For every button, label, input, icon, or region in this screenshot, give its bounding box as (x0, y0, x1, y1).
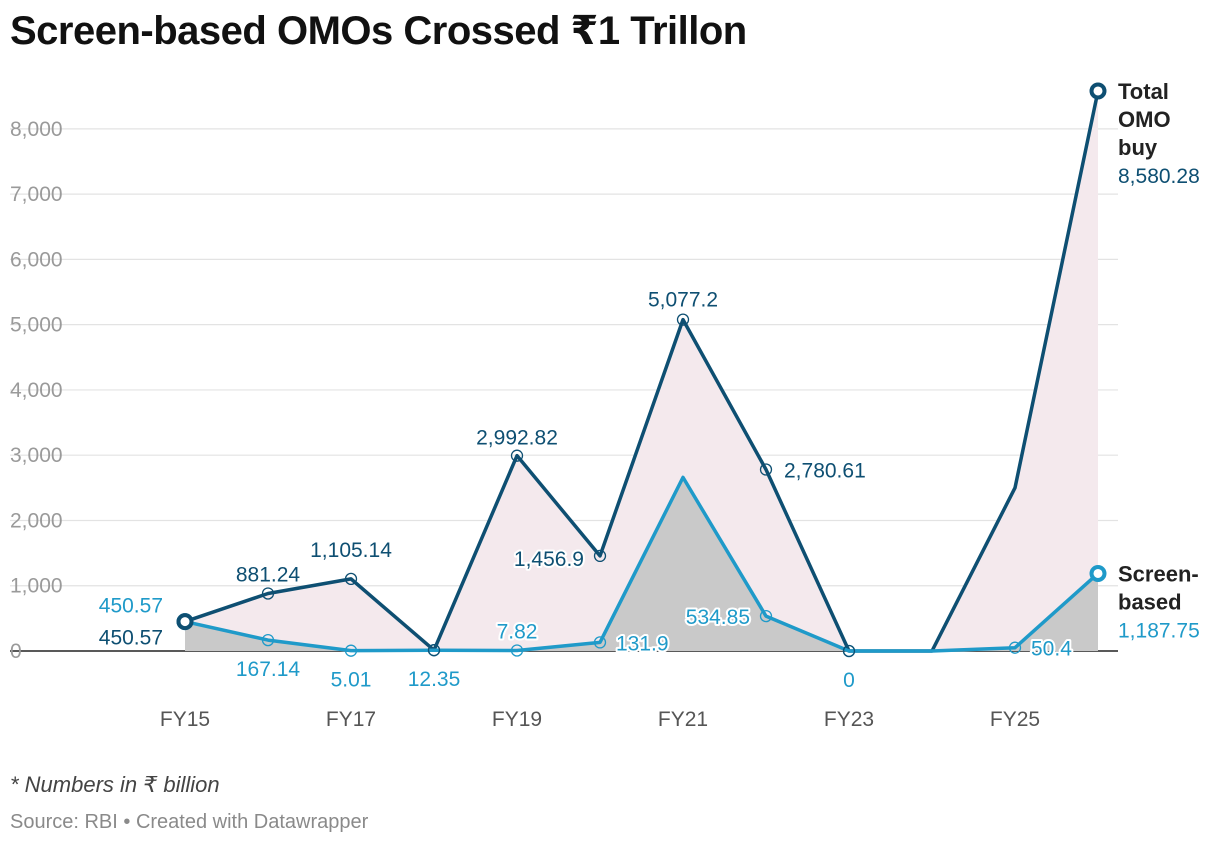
screen-point-1 (261, 633, 275, 647)
chart-title: Screen-based OMOs Crossed ₹1 Trillon (10, 9, 747, 53)
screen-point-5 (593, 636, 607, 649)
screen-label-FY18: 12.35 (408, 668, 461, 691)
area-fills (185, 90, 1098, 651)
y-tick-label: 5,000 (10, 314, 63, 337)
point-markers (176, 82, 1107, 658)
total-point-3 (427, 644, 441, 657)
total-label-FY15: 450.57 (99, 627, 163, 650)
series-lines (184, 90, 1100, 653)
line-area-chart: 450.57 881.24 1,105.14 2,992.82 1,456.9 5,077… (10, 79, 1202, 731)
total-point-2 (344, 572, 358, 586)
x-tick-label: FY15 (160, 708, 210, 731)
series-name-labels: Total OMO buy Screen-based (1118, 79, 1199, 614)
total-point-4 (510, 449, 524, 462)
total-point-8 (842, 644, 856, 658)
total-label-FY20: 1,456.9 (514, 548, 584, 571)
y-tick-label: 0 (10, 640, 22, 663)
x-tick-label: FY17 (326, 708, 376, 731)
y-tick-label: 8,000 (10, 118, 63, 141)
screen-label-FY20: 131.9 (616, 632, 669, 655)
x-tick-label: FY19 (492, 708, 542, 731)
screen-endpoint-11 (1089, 564, 1107, 582)
total-label-FY16: 881.24 (236, 563, 301, 586)
screen-label-FY15: 450.57 (99, 595, 163, 618)
y-tick-label: 1,000 (10, 575, 63, 598)
axis-labels: 0 1,000 2,000 3,000 4,000 5,000 6,000 7,000 8,00… (10, 118, 1040, 731)
y-tick-label: 2,000 (10, 509, 63, 532)
screen-based-line (184, 475, 1100, 653)
total-series-name: Total (1118, 79, 1169, 104)
y-tick-label: 3,000 (10, 444, 63, 467)
total-endpoint-11 (1089, 82, 1107, 100)
source-credit: Source: RBI • Created with Datawrapper (10, 811, 369, 833)
total-point-6 (676, 313, 690, 326)
data-labels: 450.57 881.24 1,105.14 2,992.82 1,456.9 5,077… (97, 163, 1202, 694)
screen-point-4 (510, 644, 524, 657)
screen-label-FY25: 50.4 (1031, 638, 1072, 661)
y-tick-label: 4,000 (10, 379, 63, 402)
total-endpoint-0 (176, 613, 194, 631)
screen-area-fill (185, 477, 1098, 651)
screen-label-FY23: 0 (843, 669, 855, 692)
x-tick-label: FY25 (990, 708, 1040, 731)
screen-series-name: Screen- (1118, 561, 1199, 586)
screen-series-name: based (1118, 589, 1182, 614)
total-label-FY19: 2,992.82 (476, 427, 558, 450)
total-point-5 (593, 549, 607, 563)
footnote: * Numbers in ₹ billion (10, 772, 220, 797)
total-omo-line (184, 90, 1100, 653)
y-tick-label: 7,000 (10, 183, 63, 206)
total-label-FY22: 2,780.61 (784, 460, 866, 483)
total-label-FY17: 1,105.14 (310, 539, 392, 562)
total-point-1 (261, 587, 275, 600)
total-label-FY26: 8,580.28 (1118, 165, 1200, 188)
screen-point-2 (344, 644, 358, 657)
screen-label-FY22: 534.85 (686, 606, 750, 629)
total-point-7 (759, 463, 773, 476)
screen-point-7 (759, 609, 773, 623)
total-series-name: buy (1118, 135, 1158, 160)
screen-label-FY26: 1,187.75 (1118, 619, 1200, 642)
screen-label-FY19: 7.82 (497, 620, 538, 643)
screen-point-10 (1008, 641, 1022, 654)
screen-label-FY17: 5.01 (331, 669, 372, 692)
x-tick-label: FY23 (824, 708, 874, 731)
y-tick-label: 6,000 (10, 248, 63, 271)
screen-label-FY16: 167.14 (236, 658, 301, 681)
total-area-fill (185, 90, 1098, 651)
x-tick-label: FY21 (658, 708, 708, 731)
total-label-FY21: 5,077.2 (648, 289, 718, 312)
total-series-name: OMO (1118, 107, 1171, 132)
